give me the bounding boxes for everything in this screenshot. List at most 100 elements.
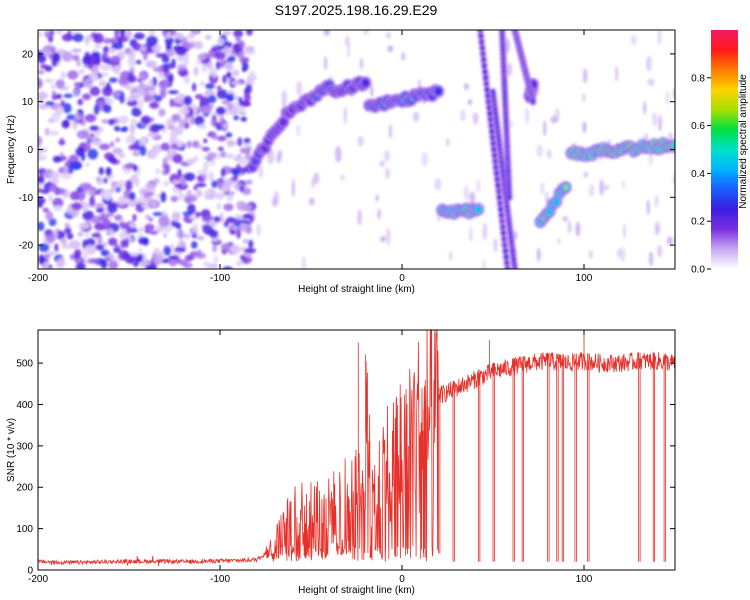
spectrogram-blob — [64, 227, 72, 234]
spectrogram-blob — [149, 151, 158, 159]
spectrogram-blob — [239, 147, 251, 154]
spectrogram-blob — [238, 219, 249, 225]
spectrogram-blob — [542, 120, 547, 137]
spectrogram-blob — [603, 184, 610, 191]
spectrogram-blob — [104, 97, 111, 103]
spectrogram-blob — [671, 87, 675, 99]
spectrogram-blob — [191, 234, 198, 239]
spectrogram-blob — [658, 114, 662, 132]
spectrogram-blob — [175, 47, 187, 56]
spectrogram-streak — [496, 182, 501, 188]
spectrogram-blob — [115, 187, 121, 193]
snr-y-tick-label: 400 — [16, 400, 33, 411]
spectrogram-blob — [191, 241, 198, 249]
spectrogram-blob — [562, 215, 569, 223]
spectrogram-blob — [107, 237, 118, 246]
spectrogram-blob — [666, 236, 674, 246]
spectrogram-blob — [139, 137, 146, 148]
spectrogram-streak — [485, 93, 490, 99]
spectrogram-blob — [540, 181, 545, 196]
spectrogram-blob — [135, 256, 143, 263]
spectrogram-blob — [73, 81, 81, 88]
spectrogram-blob — [301, 256, 307, 269]
spectrogram-blob — [66, 232, 74, 240]
spectrogram-blob — [222, 122, 228, 129]
spectrogram-blob — [588, 184, 596, 197]
spectrogram-blob — [152, 76, 157, 87]
spectrogram-blob — [109, 55, 121, 66]
spectrogram-blob — [243, 45, 253, 55]
spectrogram-blob — [84, 161, 90, 167]
spectrogram-blob — [463, 184, 469, 201]
spectrogram-blob — [161, 56, 170, 63]
spectrogram-blob — [76, 59, 81, 67]
spectrogram-streak — [499, 212, 504, 218]
spectrogram-blob — [158, 215, 170, 227]
spectrogram-blob — [213, 255, 219, 263]
spectrogram-blob — [89, 133, 95, 138]
spectrogram-blob — [153, 247, 160, 255]
spectrogram-blob — [215, 106, 226, 115]
spectrogram-blob — [91, 233, 101, 238]
spectrogram-blob — [38, 31, 43, 38]
spectrogram-blob — [168, 255, 180, 260]
spectrogram-blob — [213, 216, 221, 223]
spectrogram-blob — [163, 245, 172, 256]
spectrogram-blob — [244, 179, 253, 185]
spectrogram-blob — [204, 215, 214, 220]
spectrogram-blob — [114, 214, 123, 221]
spectrogram-blob — [164, 36, 174, 45]
spectrogram-blob — [39, 95, 44, 104]
spectrogram-blob — [117, 152, 126, 159]
spectrogram-blob — [599, 179, 605, 196]
spectrogram-blob — [100, 259, 108, 269]
spectrogram-blob — [387, 45, 394, 53]
spectrogram-streak — [493, 158, 498, 164]
spectrogram-blob — [38, 53, 47, 64]
spectrogram-blob — [129, 252, 139, 257]
spectrogram-blob — [119, 30, 126, 37]
spectrogram-streak — [487, 111, 492, 117]
spectrogram-streak — [491, 147, 496, 152]
spectrogram-blob — [45, 234, 56, 244]
spectrogram-blob — [61, 51, 73, 62]
spectrogram-blob — [87, 148, 99, 160]
spectrogram-streak — [488, 117, 493, 123]
spectrogram-blob — [91, 51, 101, 58]
spectrogram-blob — [607, 139, 611, 146]
spectrogram-blob — [69, 191, 81, 201]
spectrogram-blob — [193, 222, 199, 233]
spectrogram-y-tick-label: 0 — [27, 145, 33, 156]
spectrogram-streak — [501, 230, 506, 236]
spectrogram-blob — [231, 69, 240, 77]
colorbar-tick-label: 0.2 — [691, 217, 705, 228]
spectrogram-blob — [384, 167, 391, 179]
snr-x-tick-label: -200 — [28, 574, 48, 585]
spectrogram-blob — [211, 180, 218, 188]
spectrogram-blob — [195, 211, 201, 218]
spectrogram-blob — [238, 40, 245, 49]
spectrogram-blob — [112, 90, 121, 98]
snr-x-tick-label: -100 — [210, 574, 230, 585]
spectrogram-blob — [152, 66, 164, 73]
spectrogram-blob — [145, 60, 157, 68]
spectrogram-blob — [359, 58, 364, 70]
spectrogram-blob — [124, 163, 134, 170]
spectrogram-blob — [220, 242, 231, 250]
spectrogram-blob — [160, 142, 170, 151]
spectrogram-blob — [212, 244, 218, 253]
spectrogram-blob — [233, 114, 239, 121]
spectrogram-blob — [648, 251, 654, 267]
spectrogram-blob — [73, 249, 81, 260]
spectrogram-blob — [76, 130, 89, 140]
spectrogram-streak — [480, 45, 485, 51]
spectrogram-blob — [174, 32, 184, 40]
spectrogram-streak — [483, 75, 488, 81]
spectrogram-blob — [460, 109, 466, 122]
spectrogram-blob — [64, 222, 71, 228]
spectrogram-blob — [42, 207, 49, 213]
spectrogram-blob — [239, 222, 248, 232]
spectrogram-blob — [43, 261, 49, 269]
spectrogram-blob — [90, 140, 102, 146]
spectrogram-blob — [220, 60, 226, 68]
